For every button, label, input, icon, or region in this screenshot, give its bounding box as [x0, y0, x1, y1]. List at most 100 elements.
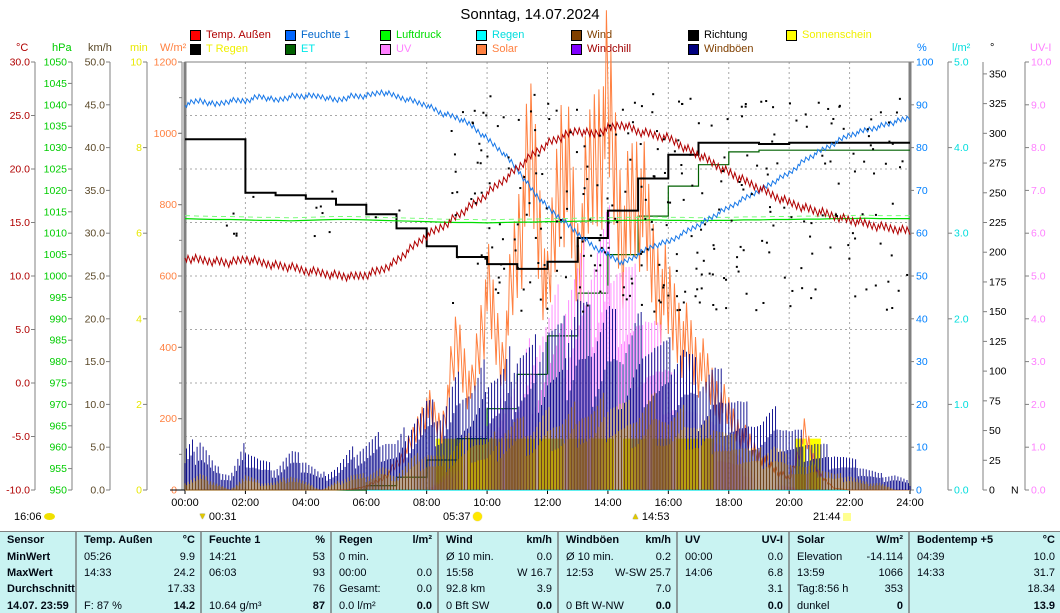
table-cell-value: 6.8 — [767, 566, 783, 579]
table-cell-value: -14.114 — [866, 550, 904, 563]
table-cell-label: 14:06 — [685, 566, 713, 579]
table-cell-label: Elevation — [797, 550, 843, 563]
table-cell-value: 53 — [312, 550, 325, 563]
table-cell-value: 0.0 — [536, 550, 552, 563]
svg-text:7.0: 7.0 — [1031, 185, 1046, 197]
legend-label: Sonnenschein — [802, 29, 872, 41]
svg-text:45.0: 45.0 — [85, 99, 106, 111]
axis-km/h: km/h 0.0 5.0 10.0 15.0 20.0 25.0 30.0 35.0 40.0 45… — [85, 42, 112, 497]
svg-text:965: 965 — [49, 420, 67, 432]
series-richtung-scatter — [225, 93, 909, 313]
legend-item-feuchte-1: Feuchte 1 — [285, 29, 350, 41]
table-cell-value: 0.0 — [767, 550, 783, 563]
svg-text:1000: 1000 — [154, 128, 178, 140]
table-col-solar: Solar W/m² Elevation -14.114 13:59 1066 Tag:8:… — [788, 532, 908, 613]
svg-text:80: 80 — [916, 142, 928, 154]
legend-item-richtung: Richtung — [688, 29, 747, 41]
legend-swatch — [786, 29, 797, 41]
svg-text:1.0: 1.0 — [1031, 442, 1046, 454]
svg-text:75: 75 — [989, 395, 1001, 407]
svg-text:8: 8 — [136, 142, 142, 154]
svg-text:4: 4 — [136, 313, 142, 325]
svg-text:90: 90 — [916, 99, 928, 111]
legend-label: Feuchte 1 — [301, 29, 350, 41]
arrow-up-icon: ▲ — [631, 511, 640, 521]
svg-text:1010: 1010 — [44, 228, 68, 240]
table-col-name: Bodentemp +5 — [917, 534, 994, 547]
svg-text:1000: 1000 — [44, 271, 68, 283]
legend-swatch — [476, 29, 487, 41]
svg-text:l/m²: l/m² — [952, 42, 971, 54]
legend-label: Richtung — [704, 29, 748, 41]
svg-text:50.0: 50.0 — [85, 57, 106, 69]
svg-text:1020: 1020 — [44, 185, 68, 197]
table-row-labels: Sensor MinWert MaxWert Durchschnitt 14.07. 2… — [0, 532, 75, 613]
legend-item-et: ET — [285, 43, 315, 55]
table-cell-value: 13.9 — [1033, 599, 1055, 612]
table-row-label: Durchschnitt — [7, 583, 75, 596]
table-col-name: UV — [685, 534, 701, 547]
svg-text:16:00: 16:00 — [655, 497, 683, 509]
svg-text:1050: 1050 — [44, 57, 68, 69]
legend-label: Luftdruck — [396, 29, 442, 41]
svg-text:02:00: 02:00 — [232, 497, 260, 509]
svg-text:3.0: 3.0 — [1031, 356, 1046, 368]
svg-text:960: 960 — [49, 442, 67, 454]
table-col-uv: UV UV-I 00:00 0.0 14:06 6.8 3.1 0.0 — [676, 532, 788, 613]
svg-text:2: 2 — [136, 399, 142, 411]
table-cell-value: W 16.7 — [517, 566, 552, 579]
svg-text:0.0: 0.0 — [954, 485, 969, 497]
svg-text:200: 200 — [159, 413, 177, 425]
legend-swatch — [476, 43, 487, 55]
table-cell-value: 9.9 — [179, 550, 195, 563]
table-col-unit: km/h — [526, 534, 552, 547]
table-cell-value: 24.2 — [173, 566, 195, 579]
axis-%: % 0 10 20 30 40 50 60 70 80 90 100 — [908, 42, 934, 497]
svg-text:30.0: 30.0 — [10, 57, 31, 69]
table-cell-label: 05:26 — [84, 550, 112, 563]
svg-text:4.0: 4.0 — [1031, 313, 1046, 325]
table-row-label: MinWert — [7, 550, 51, 563]
table-cell-value: 0.0 — [536, 599, 552, 612]
legend-swatch — [285, 29, 296, 41]
svg-text:10:00: 10:00 — [473, 497, 501, 509]
annotation-time: 14:53 — [641, 510, 670, 523]
svg-text:25: 25 — [989, 455, 1001, 467]
arrow-down-icon: ▼ — [198, 511, 207, 521]
table-cell-label: 15:58 — [446, 566, 474, 579]
svg-text:5.0: 5.0 — [90, 442, 105, 454]
svg-text:1040: 1040 — [44, 99, 68, 111]
stats-table: Sensor MinWert MaxWert Durchschnitt 14.07. 2… — [0, 531, 1060, 613]
table-cell-label: Tag:8:56 h — [797, 583, 849, 596]
svg-text:6.0: 6.0 — [1031, 228, 1046, 240]
table-cell-value: 0.0 — [416, 599, 432, 612]
svg-text:24:00: 24:00 — [896, 497, 924, 509]
chart-plot-area: °C-10.0-5.00.05.010.015.020.025.030.0hPa… — [6, 10, 1052, 509]
svg-text:km/h: km/h — [88, 42, 112, 54]
annotation-21-44: 21:44 — [813, 510, 853, 523]
svg-text:10.0: 10.0 — [10, 271, 31, 283]
svg-text:15.0: 15.0 — [10, 217, 31, 229]
table-col-unit: UV-I — [761, 534, 783, 547]
svg-text:1005: 1005 — [44, 249, 68, 261]
moon-disc-icon — [43, 513, 55, 520]
svg-text:00:00: 00:00 — [171, 497, 199, 509]
svg-text:2.0: 2.0 — [1031, 399, 1046, 411]
svg-text:1030: 1030 — [44, 142, 68, 154]
svg-text:18:00: 18:00 — [715, 497, 743, 509]
square-icon — [842, 512, 851, 521]
svg-text:22:00: 22:00 — [836, 497, 864, 509]
table-cell-value: 3.1 — [767, 583, 783, 596]
table-cell-value: 0 — [896, 599, 903, 612]
svg-text:400: 400 — [159, 342, 177, 354]
table-row-label: 14.07. 23:59 — [7, 599, 69, 612]
axis-UV-I: UV-I 0.0 1.0 2.0 3.0 4.0 5.0 6.0 7.0 8.0 9.0 10.0 — [1024, 42, 1052, 497]
svg-text:970: 970 — [49, 399, 67, 411]
axis-min: min 0 2 4 6 8 10 — [130, 42, 148, 497]
svg-text:06:00: 06:00 — [352, 497, 380, 509]
table-cell-label: 0 Bft SW — [446, 599, 490, 612]
svg-text:15.0: 15.0 — [85, 356, 106, 368]
table-row-label: Sensor — [7, 534, 45, 547]
legend-swatch — [571, 29, 582, 41]
svg-text:70: 70 — [916, 185, 928, 197]
